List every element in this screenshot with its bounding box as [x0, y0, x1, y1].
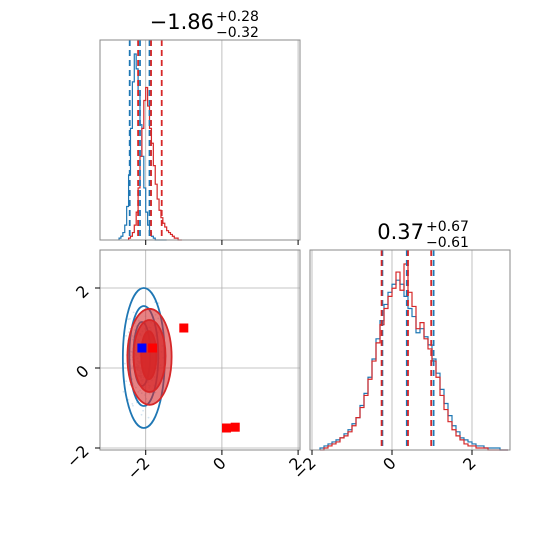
histograms — [319, 263, 508, 451]
title-param1-minus: −0.32 — [216, 25, 259, 41]
tick-label: 0 — [379, 453, 400, 474]
marker-red — [230, 422, 240, 432]
scatter-point — [131, 402, 134, 405]
title-param2-plus: +0.67 — [426, 219, 469, 235]
hist-blue — [319, 279, 508, 451]
hist-panel-param2: −2 0 2 0.37 +0.67 −0.61 — [290, 219, 511, 484]
title-param2-minus: −0.61 — [426, 235, 469, 251]
axes-frame — [309, 249, 511, 451]
scatter-point — [132, 404, 134, 407]
scatter-point — [142, 409, 145, 412]
grid — [145, 40, 299, 240]
y-ticks: −2 0 2 — [63, 281, 100, 472]
tick-label: −2 — [63, 441, 93, 471]
scatter-point — [127, 398, 130, 401]
tick-label: 2 — [459, 453, 480, 474]
hist-panel-param1: −1.86 +0.28 −0.32 — [99, 9, 301, 245]
scatter-point — [132, 311, 135, 314]
hist-blue — [118, 53, 167, 241]
scatter-point — [123, 362, 126, 365]
grid — [311, 250, 473, 450]
scatter-point — [125, 334, 127, 337]
hist-red — [127, 86, 182, 241]
title-param2-value: 0.37 — [377, 220, 424, 244]
marker-red — [148, 343, 158, 353]
x-ticks: −2 0 2 — [290, 450, 480, 484]
x-ticks: −2 0 2 — [123, 450, 306, 484]
tick-label: 2 — [72, 281, 93, 302]
marker-red — [179, 323, 189, 333]
tick-label: 0 — [209, 453, 230, 474]
joint-panel: −2 0 2 −2 0 2 — [63, 249, 306, 484]
scatter-point — [127, 318, 130, 321]
histograms — [118, 53, 182, 241]
scatter-point — [125, 380, 128, 383]
tick-label: −2 — [123, 453, 153, 483]
contour-red — [140, 330, 158, 381]
marker-blue — [137, 343, 147, 353]
axes-frame — [99, 39, 301, 241]
axes-frame — [99, 249, 301, 451]
scatter-point — [157, 302, 160, 305]
marker-points — [137, 323, 240, 433]
marker-red — [221, 423, 231, 433]
contours — [121, 287, 173, 429]
quantile-lines — [380, 250, 435, 450]
scatter-point — [140, 413, 143, 416]
scatter-point — [147, 416, 150, 419]
scatter-point — [128, 317, 131, 320]
tick-label: 0 — [72, 361, 93, 382]
scatter-point — [127, 331, 130, 334]
title-param1-value: −1.86 — [150, 10, 214, 34]
hist-red — [320, 263, 508, 451]
quantile-lines — [128, 40, 163, 240]
scatter-point — [122, 390, 125, 393]
title-param1-plus: +0.28 — [216, 9, 259, 25]
x-ticks — [145, 240, 299, 245]
